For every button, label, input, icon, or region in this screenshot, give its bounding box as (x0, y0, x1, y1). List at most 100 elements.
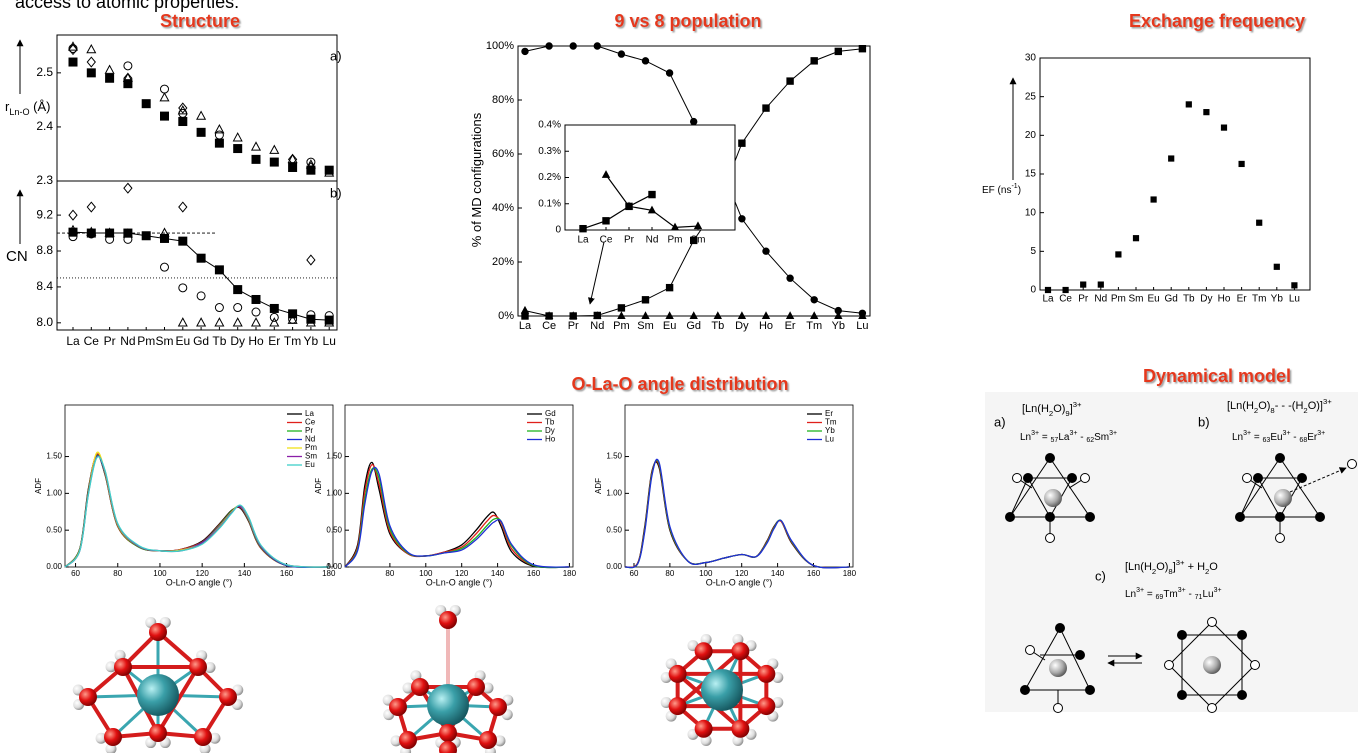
x-tick-label: Ce (84, 334, 100, 348)
x-tick-label: Er (1237, 294, 1248, 305)
x-tick-label: Pr (624, 235, 635, 246)
text-part: 57 (1051, 437, 1059, 444)
water-outer (1348, 460, 1357, 469)
plot-frame (1040, 58, 1310, 290)
water-outer (1054, 704, 1063, 713)
water-outer (1026, 646, 1035, 655)
water-outer (1243, 474, 1252, 483)
x-tick-label: Er (785, 320, 796, 332)
water-inner (1024, 474, 1033, 483)
y-tick-label: 5 (1030, 246, 1036, 257)
text-part: Ln (1232, 432, 1243, 443)
y-tick-label: 25 (1025, 91, 1037, 102)
y-tick-label: 0.3% (538, 146, 561, 157)
metal-ion (427, 684, 469, 726)
text-part: O)] (1308, 400, 1323, 412)
marker (69, 58, 77, 66)
oxygen (467, 678, 485, 696)
x-tick-label: Gd (1165, 294, 1178, 305)
marker (106, 74, 114, 82)
text-part: 71 (1195, 594, 1203, 601)
x-tick-label: Eu (175, 334, 190, 348)
water-inner (1316, 513, 1325, 522)
plot-frame (625, 405, 853, 567)
text-part: - (1291, 432, 1300, 443)
x-tick-label: 180 (563, 569, 577, 578)
panel-label: a) (994, 414, 1006, 429)
text-part: EF (ns (982, 185, 1011, 196)
oxygen (194, 728, 212, 746)
x-tick-label: Ce (1059, 294, 1072, 305)
text-part: + H (1185, 561, 1206, 573)
text-part: [Ln(H (1125, 561, 1152, 573)
y-tick-label: 0.1% (538, 198, 561, 209)
page: {"header": {"text": "access to atomic pr… (0, 0, 1358, 753)
marker (811, 312, 818, 318)
marker (642, 58, 648, 64)
marker (1169, 156, 1174, 161)
marker (1151, 197, 1156, 202)
x-tick-label: Yb (304, 334, 319, 348)
x-tick-label: Ho (248, 334, 264, 348)
marker (763, 105, 769, 111)
metal-ion (1044, 489, 1062, 507)
x-tick-label: La (1042, 294, 1054, 305)
x-axis-label: O-Ln-O angle (°) (706, 577, 773, 587)
formula: [Ln(H2O)8- - -(H2O)]3+ (1227, 397, 1332, 415)
marker (1274, 264, 1279, 269)
marker (1116, 252, 1121, 257)
marker (234, 318, 242, 326)
marker (859, 46, 865, 52)
oxygen (411, 678, 429, 696)
marker (270, 146, 278, 154)
marker (160, 93, 168, 101)
x-axis-label: O-Ln-O angle (°) (426, 577, 493, 587)
marker (234, 133, 242, 141)
x-tick-label: 180 (843, 569, 857, 578)
y-tick-label: 30 (1025, 53, 1037, 64)
y-tick-label: 1.00 (606, 488, 622, 497)
annotation-arrow (590, 242, 604, 304)
metal-ion (1049, 659, 1067, 677)
oxygen (669, 697, 687, 715)
marker (252, 308, 260, 316)
x-tick-label: Er (268, 334, 280, 348)
y-tick-label: 8.4 (36, 279, 53, 293)
oxygen (479, 731, 497, 749)
y-tick-label: 0.2% (538, 172, 561, 183)
marker (161, 85, 169, 93)
y-tick-label: 2.3 (36, 173, 53, 187)
y-tick-label: 0 (1030, 285, 1036, 296)
oxygen (149, 724, 167, 742)
metal-ion (701, 669, 743, 711)
marker (1204, 110, 1209, 115)
oxygen (695, 642, 713, 660)
x-tick-label: Pr (104, 334, 116, 348)
x-tick-label: Tm (1252, 294, 1266, 305)
y-tick-label: 2.4 (36, 119, 53, 133)
oxygen (389, 698, 407, 716)
water-outer (1046, 534, 1055, 543)
marker (270, 304, 278, 312)
y-tick-label: 0 (555, 225, 561, 236)
y-axis-label: CN (6, 248, 28, 265)
text-part: [Ln(H (1022, 403, 1049, 415)
marker (197, 128, 205, 136)
water-inner (1068, 474, 1077, 483)
figure: access to atomic properties. Structure a… (0, 0, 1358, 753)
marker (1133, 236, 1138, 241)
marker (87, 202, 95, 212)
y-tick-label: 1.50 (606, 452, 622, 461)
x-tick-label: Tb (711, 320, 724, 332)
text-part: (Å) (30, 99, 51, 114)
series-line (625, 461, 849, 568)
x-tick-label: Pm (668, 235, 683, 246)
x-tick-label: Gd (193, 334, 209, 348)
marker (603, 218, 609, 224)
water-inner (1276, 454, 1285, 463)
text-part: 3+ (1317, 430, 1325, 437)
series-line (625, 462, 849, 568)
molecule (383, 605, 514, 753)
y-axis-label: rLn-O (Å) (5, 99, 51, 117)
y-tick-label: 40% (492, 202, 514, 214)
